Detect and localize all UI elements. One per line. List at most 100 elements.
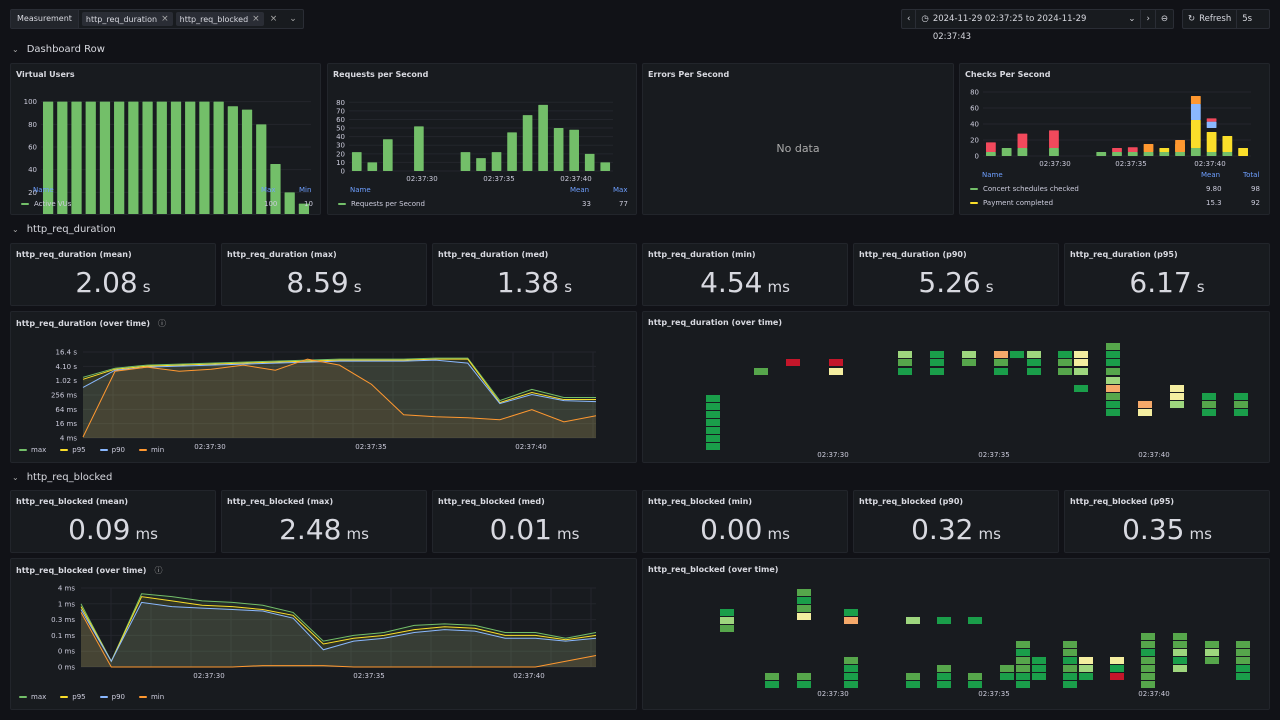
heatmap-cell — [906, 673, 920, 680]
x-tick-label: 02:37:30 — [406, 175, 437, 183]
heatmap-cell — [1027, 351, 1041, 358]
heatmap-cell — [1016, 673, 1030, 680]
legend-header-min: Min — [299, 186, 312, 194]
bar — [213, 101, 224, 214]
refresh-picker[interactable]: ↻ Refresh 5s — [1182, 9, 1270, 29]
bar — [584, 153, 595, 171]
heatmap-cell — [1063, 673, 1077, 680]
legend-item[interactable]: Active VUs — [21, 200, 71, 208]
heatmap-cell — [844, 681, 858, 688]
measurement-variable[interactable]: Measurement http_req_duration × http_req_… — [10, 9, 304, 29]
bar — [569, 129, 579, 171]
legend-header-name: Name — [33, 186, 54, 194]
heatmap-cell — [706, 403, 720, 410]
heatmap-cell — [937, 673, 951, 680]
heatmap-cell — [706, 411, 720, 418]
bar — [1127, 152, 1138, 156]
legend-item[interactable]: p90 — [99, 693, 125, 701]
duration-area-chart: 4 ms 16 ms 64 ms 256 ms 1.02 s 4.10 s 16.4 s 02… — [51, 349, 597, 451]
time-forward-icon[interactable]: › — [1140, 10, 1156, 28]
legend-item[interactable]: min — [138, 446, 164, 454]
legend-header-mean: Mean — [1201, 171, 1221, 179]
heatmap-cell — [937, 665, 951, 672]
panel-title: http_req_duration (over time) — [648, 318, 782, 327]
legend-item[interactable]: p95 — [60, 693, 86, 701]
heatmap-cell — [1032, 665, 1046, 672]
heatmap-cell — [937, 617, 951, 624]
heatmap-cell — [1173, 633, 1187, 640]
refresh-interval[interactable]: 5s — [1242, 14, 1253, 24]
info-icon[interactable]: ⓘ — [157, 319, 166, 328]
panel-checks-per-second: Checks Per Second 0 20 40 60 80 02:37:30 02:37… — [959, 63, 1270, 215]
heatmap-cell — [1106, 385, 1120, 392]
stat-value: 8.59 s — [286, 266, 362, 299]
bar — [351, 152, 362, 171]
zoom-out-icon[interactable]: ⊖ — [1160, 14, 1168, 24]
chevron-down-icon: ⌄ — [12, 45, 19, 54]
remove-icon[interactable]: × — [161, 14, 169, 24]
legend-item[interactable]: max — [19, 693, 46, 701]
bar — [71, 101, 82, 214]
row-http-req-blocked[interactable]: ⌄ http_req_blocked — [12, 472, 113, 483]
legend-item[interactable]: Concert schedules checked — [970, 185, 1079, 193]
series-line — [80, 593, 597, 663]
heatmap-cell — [1141, 657, 1155, 664]
heatmap-cell — [1141, 673, 1155, 680]
legend-item[interactable]: p90 — [99, 446, 125, 454]
heatmap-cell — [1141, 681, 1155, 688]
heatmap-cell — [1106, 359, 1120, 366]
y-tick-label: 1.02 s — [56, 377, 78, 385]
panel-title: http_req_duration (over time) ⓘ — [16, 319, 166, 328]
heatmap-cell — [1016, 681, 1030, 688]
measurement-tag[interactable]: http_req_duration × — [81, 12, 173, 26]
bar — [600, 162, 611, 171]
bar — [1190, 96, 1201, 104]
panel-duration-timeseries: http_req_duration (over time) ⓘ 4 ms 16 ms… — [10, 311, 637, 463]
measurement-tag[interactable]: http_req_blocked × — [175, 12, 264, 26]
legend-item[interactable]: p95 — [60, 446, 86, 454]
heatmap-cell — [1016, 665, 1030, 672]
panel-title: http_req_blocked (max) — [227, 497, 334, 506]
stat-value: 4.54 ms — [700, 266, 790, 299]
clear-icon[interactable]: × — [269, 14, 278, 24]
legend-item[interactable]: Payment completed — [970, 199, 1053, 207]
legend-mean: 33 — [582, 200, 591, 208]
heatmap-cell — [930, 351, 944, 358]
stat-panel: http_req_duration (med) 1.38 s — [432, 243, 637, 306]
bar — [99, 101, 111, 214]
y-tick-label: 60 — [336, 116, 345, 124]
y-tick-label: 80 — [28, 121, 37, 129]
y-tick-label: 80 — [336, 99, 345, 107]
heatmap-cell — [1016, 657, 1030, 664]
legend-item[interactable]: min — [138, 693, 164, 701]
time-range[interactable]: ◷ 2024-11-29 02:37:25 to 2024-11-29 02:37… — [916, 10, 1140, 42]
bar — [1143, 152, 1154, 156]
y-tick-label: 1 ms — [58, 600, 75, 608]
refresh-button[interactable]: ↻ Refresh — [1183, 10, 1238, 28]
legend-item[interactable]: max — [19, 446, 46, 454]
row-http-req-duration[interactable]: ⌄ http_req_duration — [12, 224, 116, 235]
bar — [538, 104, 548, 171]
info-icon[interactable]: ⓘ — [154, 566, 163, 575]
row-dashboard[interactable]: ⌄ Dashboard Row — [12, 44, 105, 55]
chevron-down-icon[interactable]: ⌄ — [289, 14, 297, 24]
heatmap-cell — [1236, 665, 1250, 672]
legend-header-name: Name — [982, 171, 1003, 179]
legend-header-name: Name — [350, 186, 371, 194]
bar — [522, 115, 533, 171]
legend-max: 100 — [264, 200, 278, 208]
time-picker[interactable]: ‹ ◷ 2024-11-29 02:37:25 to 2024-11-29 02:… — [901, 9, 1174, 42]
y-tick-label: 30 — [336, 142, 345, 150]
legend-item[interactable]: Requests per Second — [338, 200, 425, 208]
time-back-icon[interactable]: ‹ — [902, 10, 917, 28]
heatmap-cell — [1170, 393, 1184, 400]
remove-icon[interactable]: × — [252, 14, 260, 24]
bar — [284, 192, 295, 214]
panel-title: Requests per Second — [333, 70, 429, 79]
y-tick-label: 16 ms — [55, 420, 77, 428]
bar — [1143, 144, 1154, 152]
heatmap-cell — [720, 617, 734, 624]
x-tick-label: 02:37:40 — [1138, 451, 1169, 459]
no-data-message: No data — [776, 142, 820, 155]
bar — [985, 142, 996, 152]
